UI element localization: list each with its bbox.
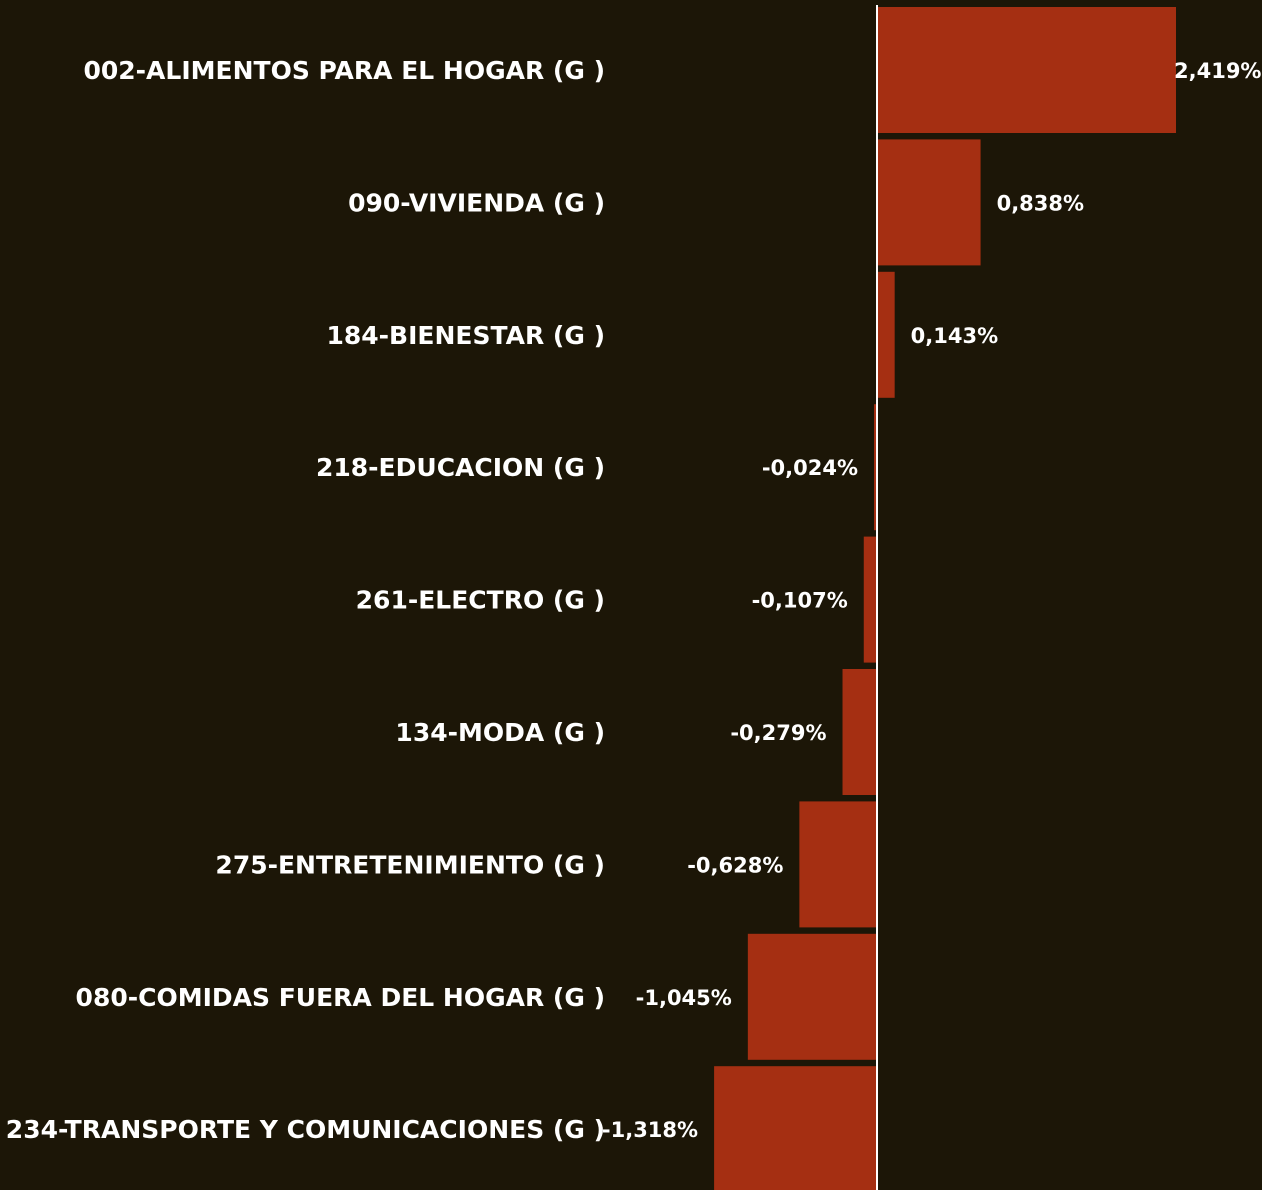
value-label: -0,279% (730, 721, 826, 745)
value-label: -1,045% (636, 986, 732, 1010)
value-label: 0,838% (997, 191, 1084, 215)
bar (877, 139, 981, 266)
bar (799, 801, 877, 928)
bar (877, 271, 895, 398)
value-label: -0,107% (752, 589, 848, 613)
bar (863, 536, 877, 663)
bar (874, 404, 877, 531)
category-label: 261-ELECTRO (G ) (356, 586, 605, 615)
bar (877, 7, 1176, 133)
category-label: 090-VIVIENDA (G ) (348, 188, 605, 217)
bar (747, 933, 877, 1060)
category-label: 134-MODA (G ) (395, 718, 605, 747)
value-label: -1,318% (602, 1118, 698, 1142)
value-label: 0,143% (911, 324, 998, 348)
category-label: 080-COMIDAS FUERA DEL HOGAR (G ) (76, 983, 605, 1012)
category-label: 234-TRANSPORTE Y COMUNICACIONES (G ) (6, 1115, 605, 1144)
value-label: -0,024% (762, 456, 858, 480)
bar (714, 1066, 877, 1190)
value-label: 2,419% (1174, 59, 1261, 83)
value-label: -0,628% (687, 853, 783, 877)
bar (842, 669, 877, 795)
category-label: 218-EDUCACION (G ) (316, 453, 605, 482)
category-label: 002-ALIMENTOS PARA EL HOGAR (G ) (84, 56, 606, 85)
category-label: 275-ENTRETENIMIENTO (G ) (215, 850, 605, 879)
category-label: 184-BIENESTAR (G ) (327, 321, 606, 350)
